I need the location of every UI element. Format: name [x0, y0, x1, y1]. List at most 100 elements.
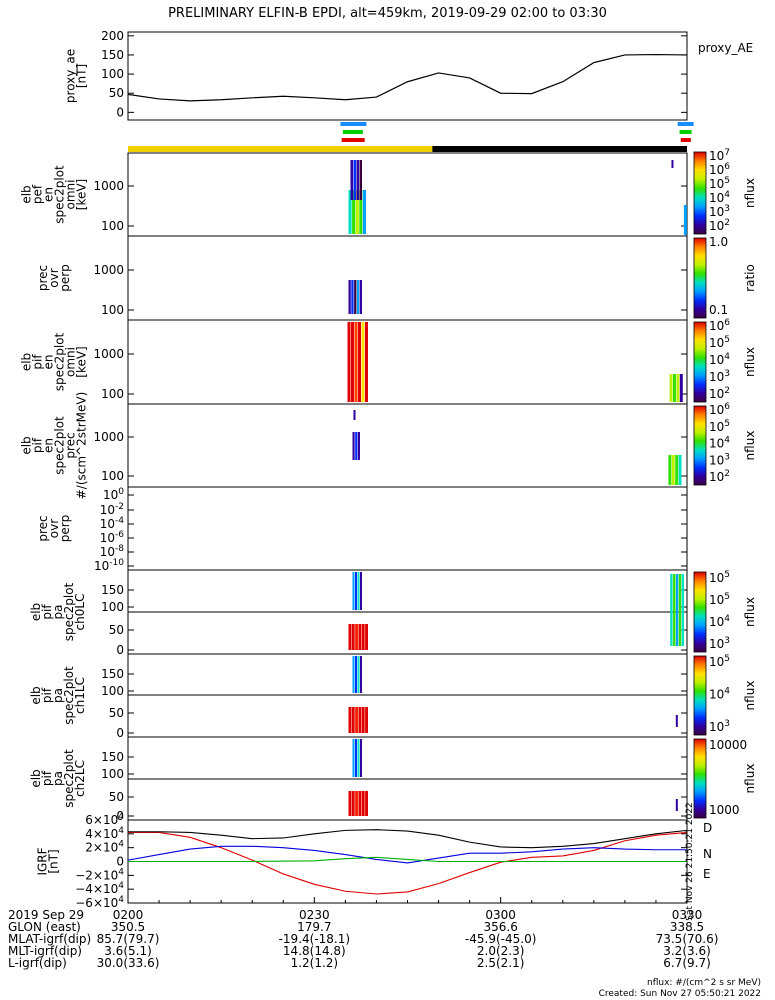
elb_pif_en_spec2plot_prec-data — [352, 432, 355, 460]
orbit-bar-black — [432, 146, 687, 152]
elb_pef_en_spec2plot_omni-data — [348, 190, 352, 234]
elb_pif_pa_spec2plot_ch2LC-ylabel-line: ch2LC — [73, 760, 87, 797]
ephemeris-row-label: MLT-igrf(dip) — [8, 944, 82, 958]
elb_pif_pa_spec2plot_ch2LC-upper-frame — [127, 736, 688, 780]
science-zone-red-1 — [341, 138, 365, 142]
elb_pif_pa_spec2plot_ch1LC-tick-label: 100 — [101, 684, 124, 698]
prec_ovr_perp_1-colorbar-label-group: ratio — [743, 264, 757, 292]
prec_ovr_perp_2-ylabel-line: ovr — [47, 519, 61, 538]
elb_pif_pa_spec2plot_ch0LC-data — [359, 572, 362, 610]
proxy-ae-legend: proxy_AE — [698, 41, 753, 55]
prec_ovr_perp_2-frame — [127, 486, 688, 571]
elb_pif_pa_spec2plot_ch2LC-tick-label: 100 — [101, 767, 124, 781]
elb_pif_pa_spec2plot_ch0LC-tick-label: 150 — [101, 583, 124, 597]
proxy-ae-tick-label: 50 — [109, 86, 124, 100]
elb_pif_pa_spec2plot_ch0LC-ylabel-line: spec2plot — [62, 582, 76, 641]
elb_pif_pa_spec2plot_ch1LC-lower-frame — [127, 694, 688, 738]
elb_pif_pa_spec2plot_ch1LC-ylabel-line: elb — [29, 686, 43, 704]
elb_pef_en_spec2plot_omni-tick-label: 1000 — [93, 179, 124, 193]
igrf-series-D — [128, 831, 688, 895]
elb_pif_pa_spec2plot_ch1LC-data — [365, 707, 368, 733]
elb_pif_en_spec2plot_prec-colorbar-label-group: nflux — [743, 431, 757, 461]
science-zone-blue-2 — [677, 122, 694, 126]
ephemeris-value: 350.5 — [111, 920, 145, 934]
elb_pif_pa_spec2plot_ch0LC-data — [365, 624, 368, 650]
science-zone-green-2 — [679, 130, 692, 134]
elb_pif_pa_spec2plot_ch1LC-data — [675, 715, 678, 727]
prec_ovr_perp_1-data — [351, 280, 354, 314]
elb_pif_pa_spec2plot_ch0LC-data — [673, 574, 676, 646]
elb_pif_pa_spec2plot_ch2LC-lower-frame — [127, 778, 688, 821]
elb_pif_en_spec2plot_omni-tick-label: 1000 — [93, 347, 124, 361]
elb_pif_en_spec2plot_prec-colorbar-tick: 105 — [709, 419, 730, 434]
elb_pef_en_spec2plot_omni-colorbar-tick: 103 — [709, 204, 730, 219]
elb_pif_pa_spec2plot_ch1LC-colorbar-tick: 104 — [709, 687, 730, 702]
elb_pif_pa_spec2plot_ch2LC-ylabel-line: spec2plot — [62, 749, 76, 808]
elb_pif_pa_spec2plot_ch2LC-tick-label: 50 — [109, 790, 124, 804]
igrf-tick-label: −6×104 — [75, 895, 124, 910]
ephemeris-value: 0330 — [672, 908, 703, 922]
ephemeris-row-label: 2019 Sep 29 — [8, 908, 84, 922]
elb_pef_en_spec2plot_omni-colorbar-tick: 105 — [709, 176, 730, 191]
elb_pif_en_spec2plot_prec-data — [355, 432, 358, 460]
elb_pif_pa_spec2plot_ch1LC-ylabel-line: pif — [40, 687, 54, 703]
ephemeris-value: 1.2(1.2) — [291, 956, 339, 970]
elb_pif_en_spec2plot_prec-ylabel-line: spec2plot — [53, 416, 67, 475]
elb_pif_pa_spec2plot_ch2LC-data — [355, 791, 358, 816]
elb_pif_en_spec2plot_omni-data — [357, 322, 361, 402]
proxy-ae-tick-label: 150 — [101, 48, 124, 62]
elb_pif_en_spec2plot_omni-data — [354, 322, 358, 402]
prec_ovr_perp_1-frame — [127, 235, 688, 321]
elb_pif_pa_spec2plot_ch0LC-data — [351, 624, 355, 650]
elb_pif_en_spec2plot_omni-data — [679, 374, 683, 402]
proxy-ae-tick-label: 100 — [101, 67, 124, 81]
elb_pif_en_spec2plot_omni-colorbar — [693, 321, 707, 403]
proxy-ae-tick-label: 0 — [116, 105, 124, 119]
proxy-ae-ylabel-line: [nT] — [75, 64, 89, 88]
elb_pif_pa_spec2plot_ch2LC-colorbar-label-group: nflux — [743, 764, 757, 794]
igrf-ylabel-line: IGRF — [36, 847, 50, 875]
elb_pif_pa_spec2plot_ch0LC-data — [354, 572, 357, 610]
elb_pif_pa_spec2plot_ch2LC-data — [354, 739, 357, 777]
elb_pif_pa_spec2plot_ch2LC-data — [351, 791, 355, 816]
elb_pif_pa_spec2plot_ch1LC-colorbar — [693, 655, 707, 736]
elb_pif_en_spec2plot_omni-tick-label: 100 — [101, 387, 124, 401]
elb_pif_pa_spec2plot_ch0LC-colorbar-tick: 105 — [709, 570, 730, 585]
elb_pif_en_spec2plot_omni-ylabel-line: omni — [64, 347, 78, 377]
elb_pif_en_spec2plot_omni-ylabel-line: en — [42, 355, 56, 370]
elb_pif_pa_spec2plot_ch1LC-data — [358, 707, 362, 733]
prec_ovr_perp_1-colorbar — [693, 237, 707, 319]
igrf-ylabel: IGRF[nT] — [36, 847, 61, 875]
elb_pif_en_spec2plot_omni-ylabel-line: [keV] — [75, 346, 89, 377]
igrf-tick-label: −2×104 — [75, 867, 124, 882]
elb_pif_pa_spec2plot_ch0LC-colorbar-tick: 105 — [709, 592, 730, 607]
elb_pif_pa_spec2plot_ch1LC-tick-label: 150 — [101, 667, 124, 681]
elb_pif_pa_spec2plot_ch0LC-tick-label: 0 — [116, 643, 124, 657]
elb_pif_en_spec2plot_prec-ylabel-line: elb — [20, 436, 34, 454]
igrf-series-E — [128, 856, 687, 863]
elb_pif_pa_spec2plot_ch2LC-colorbar-label: nflux — [743, 764, 757, 794]
elb_pif_pa_spec2plot_ch1LC-colorbar-tick: 103 — [709, 719, 730, 734]
elb_pif_pa_spec2plot_ch0LC-tick-label: 100 — [101, 600, 124, 614]
ephemeris-value: 356.6 — [483, 920, 517, 934]
elb_pif_en_spec2plot_prec-data — [675, 455, 679, 485]
igrf-series-BBB — [128, 829, 688, 849]
elb_pif_en_spec2plot_prec-colorbar-tick: 102 — [709, 469, 730, 484]
elb_pif_pa_spec2plot_ch2LC-ylabel-line: elb — [29, 769, 43, 787]
vertical-stamp: Sat Nov 26 21:50:21 2022 — [685, 802, 695, 921]
elb_pef_en_spec2plot_omni-colorbar-label-group: nflux — [743, 178, 757, 208]
elb_pif_pa_spec2plot_ch1LC-tick-label: 50 — [109, 706, 124, 720]
elb_pef_en_spec2plot_omni-ylabel-line: omni — [64, 180, 78, 210]
elb_pif_pa_spec2plot_ch1LC-ylabel-line: pa — [51, 688, 65, 703]
ephemeris-value: 0200 — [113, 908, 144, 922]
elb_pif_en_spec2plot_omni-frame — [127, 319, 688, 405]
prec_ovr_perp_1-data — [356, 280, 360, 314]
elb_pif_pa_spec2plot_ch0LC-upper-frame — [127, 569, 688, 613]
elb_pif_pa_spec2plot_ch1LC-data — [351, 707, 355, 733]
elb_pif_pa_spec2plot_ch0LC-data — [352, 572, 355, 610]
elb_pif_en_spec2plot_prec-colorbar-label: nflux — [743, 431, 757, 461]
igrf-legend-D: D — [703, 821, 712, 835]
elb_pif_pa_spec2plot_ch2LC-colorbar-tick: 1000 — [709, 803, 740, 817]
elb_pif_en_spec2plot_omni-data — [676, 374, 680, 402]
